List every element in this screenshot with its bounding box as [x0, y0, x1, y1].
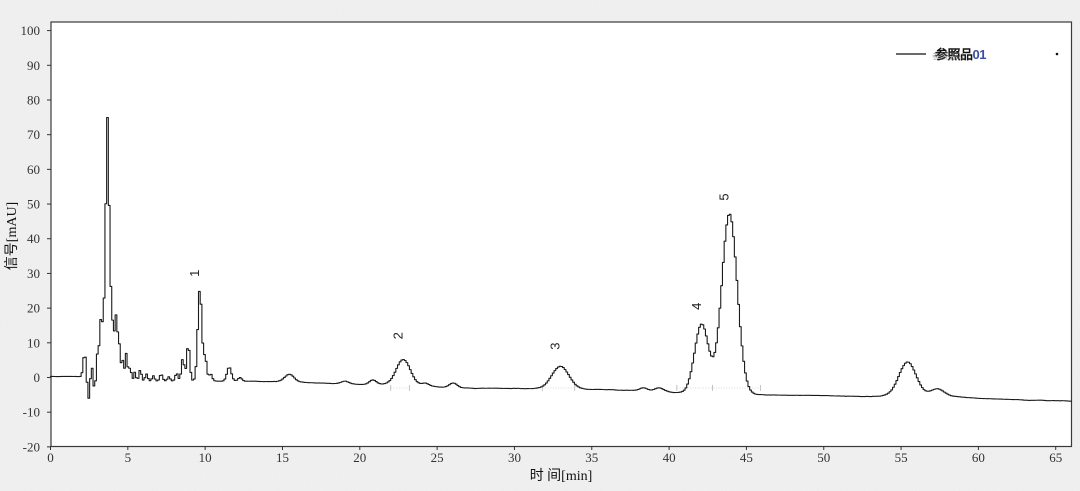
svg-text:20: 20 — [353, 450, 366, 465]
svg-text:35: 35 — [585, 450, 598, 465]
svg-text:5: 5 — [125, 450, 132, 465]
svg-text:2: 2 — [390, 332, 405, 339]
svg-text:3: 3 — [548, 343, 563, 350]
svg-text:50: 50 — [27, 197, 40, 212]
svg-text:-20: -20 — [23, 439, 40, 454]
svg-text:时 间[min]: 时 间[min] — [530, 468, 593, 484]
svg-text:15: 15 — [276, 450, 289, 465]
svg-text:4: 4 — [689, 303, 704, 310]
svg-text:5: 5 — [717, 193, 732, 200]
svg-text:80: 80 — [27, 92, 40, 107]
svg-text:40: 40 — [27, 231, 40, 246]
svg-text:-10: -10 — [23, 405, 40, 420]
svg-text:100: 100 — [21, 23, 41, 38]
svg-text:0: 0 — [34, 370, 41, 385]
svg-text:50: 50 — [817, 450, 830, 465]
svg-text:60: 60 — [27, 162, 40, 177]
svg-text:30: 30 — [27, 266, 40, 281]
svg-text:90: 90 — [27, 58, 40, 73]
svg-text:65: 65 — [1049, 450, 1062, 465]
svg-text:0: 0 — [47, 450, 54, 465]
svg-text:25: 25 — [431, 450, 444, 465]
svg-text:60: 60 — [972, 450, 985, 465]
svg-text:70: 70 — [27, 127, 40, 142]
svg-text:45: 45 — [740, 450, 753, 465]
svg-text:40: 40 — [663, 450, 676, 465]
svg-text:55: 55 — [895, 450, 908, 465]
svg-text:参照品01: 参照品01 — [932, 51, 965, 61]
svg-text:1: 1 — [187, 270, 202, 277]
svg-text:10: 10 — [199, 450, 212, 465]
svg-text:20: 20 — [27, 301, 40, 316]
svg-text:信号[mAU]: 信号[mAU] — [4, 202, 20, 270]
svg-text:30: 30 — [508, 450, 521, 465]
svg-text:10: 10 — [27, 335, 40, 350]
